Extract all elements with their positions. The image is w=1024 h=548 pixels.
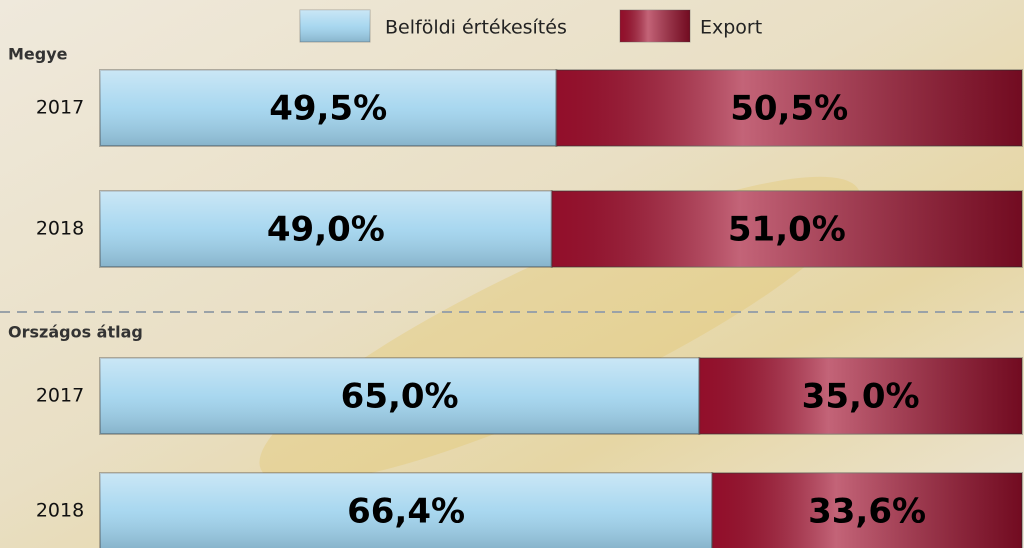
y-tick-label: 2018	[36, 218, 84, 240]
value-label: 50,5%	[730, 89, 848, 129]
value-label: 65,0%	[341, 377, 459, 417]
y-tick-label: 2017	[36, 97, 84, 119]
y-tick-label: 2018	[36, 500, 84, 522]
page: {"chart_data": {"type": "bar", "stacked"…	[0, 0, 1024, 548]
legend-label: Export	[700, 17, 762, 39]
value-label: 35,0%	[802, 377, 920, 417]
legend-label: Belföldi értékesítés	[385, 17, 567, 39]
legend-swatch-shine	[300, 10, 370, 42]
value-label: 66,4%	[347, 492, 465, 532]
chart: Belföldi értékesítés Export Megye 2017 49,5%…	[0, 0, 1024, 548]
value-label: 49,5%	[269, 89, 387, 129]
group-label: Megye	[8, 45, 68, 64]
group-label: Országos átlag	[8, 323, 143, 342]
legend-swatch-shine	[620, 10, 690, 42]
value-label: 33,6%	[808, 492, 926, 532]
value-label: 49,0%	[267, 210, 385, 250]
y-tick-label: 2017	[36, 385, 84, 407]
value-label: 51,0%	[728, 210, 846, 250]
